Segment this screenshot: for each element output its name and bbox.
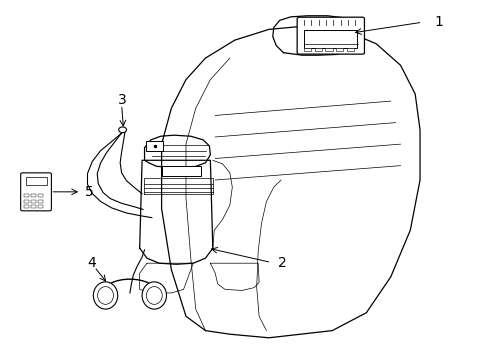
Bar bbox=[38, 200, 42, 203]
Text: 1: 1 bbox=[434, 15, 443, 29]
Bar bbox=[325, 48, 332, 51]
Polygon shape bbox=[161, 26, 419, 338]
Ellipse shape bbox=[98, 287, 113, 304]
Bar bbox=[31, 200, 36, 203]
Polygon shape bbox=[144, 135, 210, 167]
Bar bbox=[31, 194, 36, 197]
Bar bbox=[146, 141, 163, 151]
Bar bbox=[335, 48, 343, 51]
Bar bbox=[24, 200, 29, 203]
Text: 4: 4 bbox=[87, 256, 96, 270]
Bar bbox=[304, 31, 356, 48]
Text: 2: 2 bbox=[277, 256, 286, 270]
Bar bbox=[24, 194, 29, 197]
Bar bbox=[38, 205, 42, 208]
Bar bbox=[25, 177, 46, 185]
Bar bbox=[161, 166, 200, 176]
Polygon shape bbox=[210, 263, 259, 291]
FancyBboxPatch shape bbox=[20, 173, 51, 211]
Bar bbox=[314, 48, 322, 51]
Bar bbox=[31, 205, 36, 208]
Ellipse shape bbox=[142, 282, 166, 309]
FancyBboxPatch shape bbox=[297, 17, 364, 54]
Bar bbox=[38, 194, 42, 197]
Polygon shape bbox=[272, 16, 361, 55]
Polygon shape bbox=[140, 160, 212, 264]
Text: 5: 5 bbox=[84, 185, 93, 199]
Ellipse shape bbox=[93, 282, 118, 309]
Bar bbox=[24, 205, 29, 208]
Text: 3: 3 bbox=[118, 93, 126, 107]
Polygon shape bbox=[140, 263, 193, 293]
Bar bbox=[304, 48, 311, 51]
Ellipse shape bbox=[146, 287, 162, 304]
Bar bbox=[346, 48, 353, 51]
Circle shape bbox=[119, 127, 126, 133]
